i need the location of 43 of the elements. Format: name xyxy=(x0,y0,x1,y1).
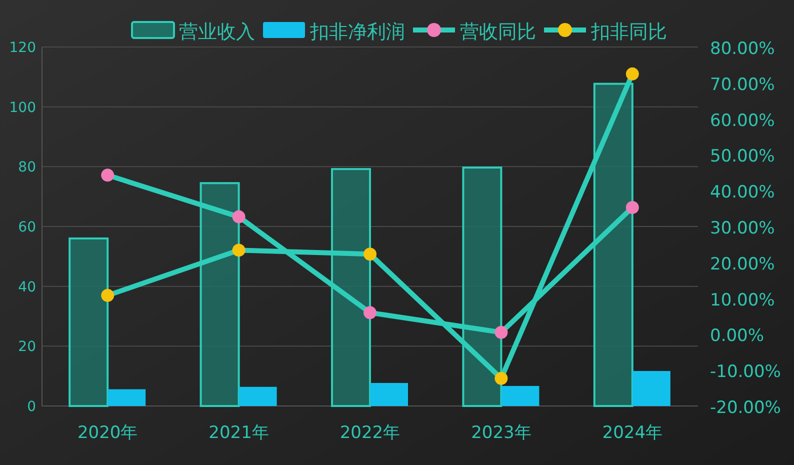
point xyxy=(232,210,246,224)
point xyxy=(494,372,508,385)
y2-tick-label: -20.00% xyxy=(710,398,781,418)
x-tick-label: 2023年 xyxy=(471,423,532,443)
y2-tick-label: 70.00% xyxy=(710,74,775,95)
bar xyxy=(632,370,670,406)
x-tick-label: 2021年 xyxy=(208,423,269,443)
point xyxy=(626,67,639,80)
point xyxy=(626,200,639,214)
legend-label: 扣非净利润 xyxy=(309,21,405,43)
y-tick-label: 0 xyxy=(27,399,36,415)
y-tick-label: 20 xyxy=(18,339,36,356)
y-tick-label: 80 xyxy=(18,160,36,176)
point xyxy=(101,168,114,182)
point xyxy=(494,326,508,339)
y-tick-label: 120 xyxy=(9,40,36,56)
point xyxy=(364,248,376,261)
y2-tick-label: -10.00% xyxy=(710,362,781,382)
y-tick-label: 40 xyxy=(18,279,36,296)
legend-label: 扣非同比 xyxy=(590,21,667,43)
legend-label: 营收同比 xyxy=(460,21,536,43)
y2-tick-label: 30.00% xyxy=(710,218,775,238)
y2-tick-label: 80.00% xyxy=(710,39,775,59)
y2-tick-label: 60.00% xyxy=(710,110,775,131)
x-tick-label: 2022年 xyxy=(340,423,400,443)
bar xyxy=(370,382,408,406)
y-tick-label: 60 xyxy=(18,220,36,236)
point xyxy=(364,306,376,320)
y2-tick-label: 20.00% xyxy=(710,254,775,274)
y-tick-label: 100 xyxy=(9,100,36,116)
y2-tick-label: 40.00% xyxy=(710,182,775,203)
point xyxy=(232,244,246,257)
x-tick-label: 2024年 xyxy=(602,423,663,443)
point xyxy=(101,288,114,302)
bar xyxy=(501,386,540,406)
y2-tick-label: 10.00% xyxy=(710,290,775,310)
x-tick-label: 2020年 xyxy=(77,423,138,443)
bar xyxy=(108,389,146,406)
legend-label: 营业收入 xyxy=(179,21,255,43)
bar xyxy=(68,237,109,407)
y2-tick-label: 50.00% xyxy=(710,146,775,167)
y2-tick-label: 0.00% xyxy=(710,326,764,346)
bar xyxy=(238,386,277,406)
